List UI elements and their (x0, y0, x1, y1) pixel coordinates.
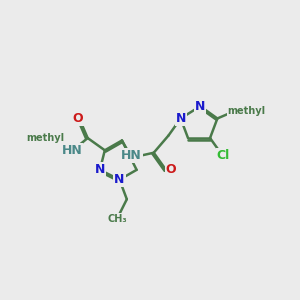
Text: O: O (73, 112, 83, 125)
Text: CH₃: CH₃ (107, 214, 127, 224)
Text: methyl: methyl (228, 106, 266, 116)
Text: N: N (95, 164, 105, 176)
Text: Cl: Cl (217, 149, 230, 162)
Text: HN: HN (61, 144, 82, 157)
Text: methyl: methyl (26, 133, 64, 143)
Text: N: N (195, 100, 206, 113)
Text: HN: HN (121, 149, 142, 162)
Text: N: N (114, 173, 125, 186)
Text: O: O (166, 164, 176, 176)
Text: N: N (176, 112, 186, 125)
